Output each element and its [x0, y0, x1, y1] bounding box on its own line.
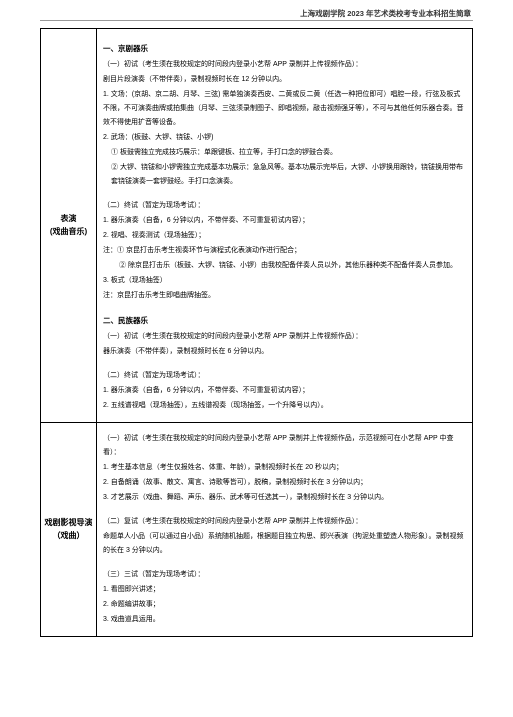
- header-underline: [40, 20, 473, 21]
- table-row: 戏剧影视导演（戏曲） （一）初试（考生须在我校规定的时间段内登录小艺帮 APP …: [41, 423, 472, 636]
- paragraph: 2. 五线谱视唱（现场抽签），五线谱视奏（现场抽签，一个升降号以内）。: [103, 399, 466, 413]
- paragraph: （一）初试（考生须在我校规定的时间段内登录小艺帮 APP 录制并上传视频作品，示…: [103, 432, 466, 460]
- paragraph: 1. 文场：(京胡、京二胡、月琴、三弦) 需单独演奏西皮、二黄或反二黄（任选一种…: [103, 88, 466, 130]
- paragraph: 1. 看图即兴讲述；: [103, 583, 466, 597]
- paragraph: 1. 器乐演奏（自备，6 分钟以内，不带伴奏、不可重复初试内容）；: [103, 384, 466, 398]
- paragraph: 3. 戏曲道具运用。: [103, 613, 466, 627]
- paragraph: 注：京昆打击乐考生即唱曲牌抽签。: [103, 289, 466, 303]
- paragraph: 剧目片段演奏（不带伴奏），录制视频时长在 12 分钟以内。: [103, 73, 466, 87]
- paragraph: （一）初试（考生须在我校规定的时间段内登录小艺帮 APP 录制并上传视频作品）：: [103, 58, 466, 72]
- content-cell: 一、京剧器乐 （一）初试（考生须在我校规定的时间段内登录小艺帮 APP 录制并上…: [97, 29, 472, 422]
- paragraph: （一）初试（考生须在我校规定的时间段内登录小艺帮 APP 录制并上传视频作品）：: [103, 330, 466, 344]
- paragraph: （二）复试（考生须在我校规定的时间段内登录小艺帮 APP 录制并上传视频作品）：: [103, 515, 466, 529]
- paragraph: （二）终试（暂定为现场考试）：: [103, 199, 466, 213]
- paragraph: 2. 武场：(板鼓、大锣、铙钹、小锣): [103, 131, 466, 145]
- paragraph: 3. 才艺展示（戏曲、舞蹈、声乐、器乐、武术等可任选其一），录制视频时长在 3 …: [103, 491, 466, 505]
- paragraph: 2. 自备朗诵（故事、散文、寓言、诗歌等皆可），脱稿，录制视频时长在 3 分钟以…: [103, 476, 466, 490]
- paragraph: 注：① 京昆打击乐考生视奏环节与演程式化表演动作进行配合；: [103, 244, 466, 258]
- admissions-table: 表演 (戏曲音乐) 一、京剧器乐 （一）初试（考生须在我校规定的时间段内登录小艺…: [40, 28, 473, 637]
- major-label-line: 表演: [61, 213, 77, 226]
- section-title: 一、京剧器乐: [103, 41, 466, 56]
- paragraph: ② 除京昆打击乐（板鼓、大锣、铙钹、小锣）由我校配备伴奏人员以外，其他乐器种类不…: [103, 259, 466, 273]
- paragraph: ① 板鼓需独立完成技巧展示：单跟键板、拉立等，手打口念的锣鼓合奏。: [103, 146, 466, 160]
- paragraph: 1. 器乐演奏（自备，6 分钟以内，不带伴奏、不可重复初试内容）；: [103, 214, 466, 228]
- paragraph: （二）终试（暂定为现场考试）：: [103, 369, 466, 383]
- paragraph: 3. 板式（现场抽签）: [103, 274, 466, 288]
- paragraph: 2. 视唱、视奏测试（现场抽签）；: [103, 229, 466, 243]
- paragraph: 2. 命题编讲故事；: [103, 598, 466, 612]
- section-title: 二、民族器乐: [103, 313, 466, 328]
- table-row: 表演 (戏曲音乐) 一、京剧器乐 （一）初试（考生须在我校规定的时间段内登录小艺…: [41, 29, 472, 423]
- paragraph: （三）三试（暂定为现场考试）：: [103, 568, 466, 582]
- major-label-line: 戏剧影视导演（戏曲）: [43, 517, 94, 543]
- major-label-line: (戏曲音乐): [50, 226, 87, 239]
- paragraph: 命题单人小品（可以通过自小品）系统随机抽题，根据题目独立构思、即兴表演（拘泥处重…: [103, 530, 466, 558]
- major-label-cell: 表演 (戏曲音乐): [41, 29, 97, 422]
- page-header: 上海戏剧学院 2023 年艺术类校考专业本科招生简章: [300, 8, 471, 19]
- major-label-cell: 戏剧影视导演（戏曲）: [41, 423, 97, 636]
- content-cell: （一）初试（考生须在我校规定的时间段内登录小艺帮 APP 录制并上传视频作品，示…: [97, 423, 472, 636]
- paragraph: ② 大锣、铙钹和小锣需独立完成基本功展示：急急风等。基本功展示完毕后，大锣、小锣…: [103, 161, 466, 189]
- paragraph: 器乐演奏（不带伴奏），录制视频时长在 6 分钟以内。: [103, 345, 466, 359]
- paragraph: 1. 考生基本信息（考生仅报姓名、体重、年龄），录制视频时长在 20 秒以内；: [103, 461, 466, 475]
